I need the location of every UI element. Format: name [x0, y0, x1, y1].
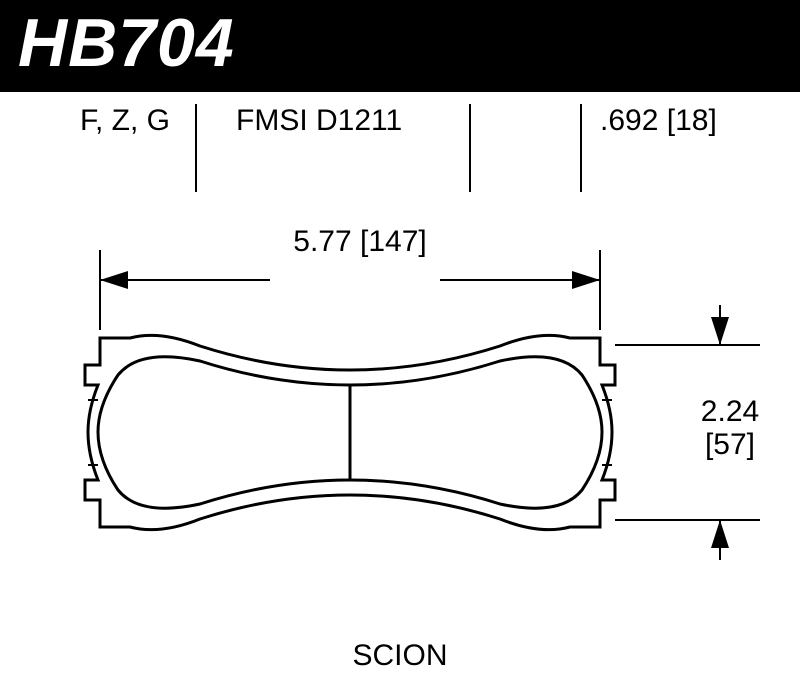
thickness-in: .692: [600, 104, 658, 137]
divider-2: [469, 104, 471, 192]
fmsi-label: FMSI D1211: [236, 104, 456, 138]
width-in: 5.77: [293, 225, 351, 258]
header-bar: HB704: [0, 0, 800, 92]
compounds-label: F, Z, G: [60, 104, 190, 138]
arrow-right-icon: [572, 271, 600, 289]
vehicle-label: SCION: [0, 639, 800, 673]
arrow-down-icon: [711, 317, 729, 345]
arrow-left-icon: [100, 271, 128, 289]
height-mm: [57]: [705, 428, 755, 461]
part-number-title: HB704: [18, 4, 782, 82]
thickness-mm: [18]: [667, 104, 717, 137]
divider-1: [195, 104, 197, 192]
spec-row: F, Z, G FMSI D1211 .692 [18]: [0, 104, 800, 194]
arrow-up-icon: [711, 520, 729, 548]
width-dim-label: 5.77 [147]: [280, 225, 440, 259]
height-dim-label: 2.24 [57]: [670, 395, 790, 461]
height-in: 2.24: [701, 395, 759, 428]
diagram-area: 5.77 [147] 2.24 [57]: [0, 230, 800, 670]
divider-3: [580, 104, 582, 192]
thickness-label: .692 [18]: [600, 104, 780, 138]
width-mm: [147]: [360, 225, 427, 258]
